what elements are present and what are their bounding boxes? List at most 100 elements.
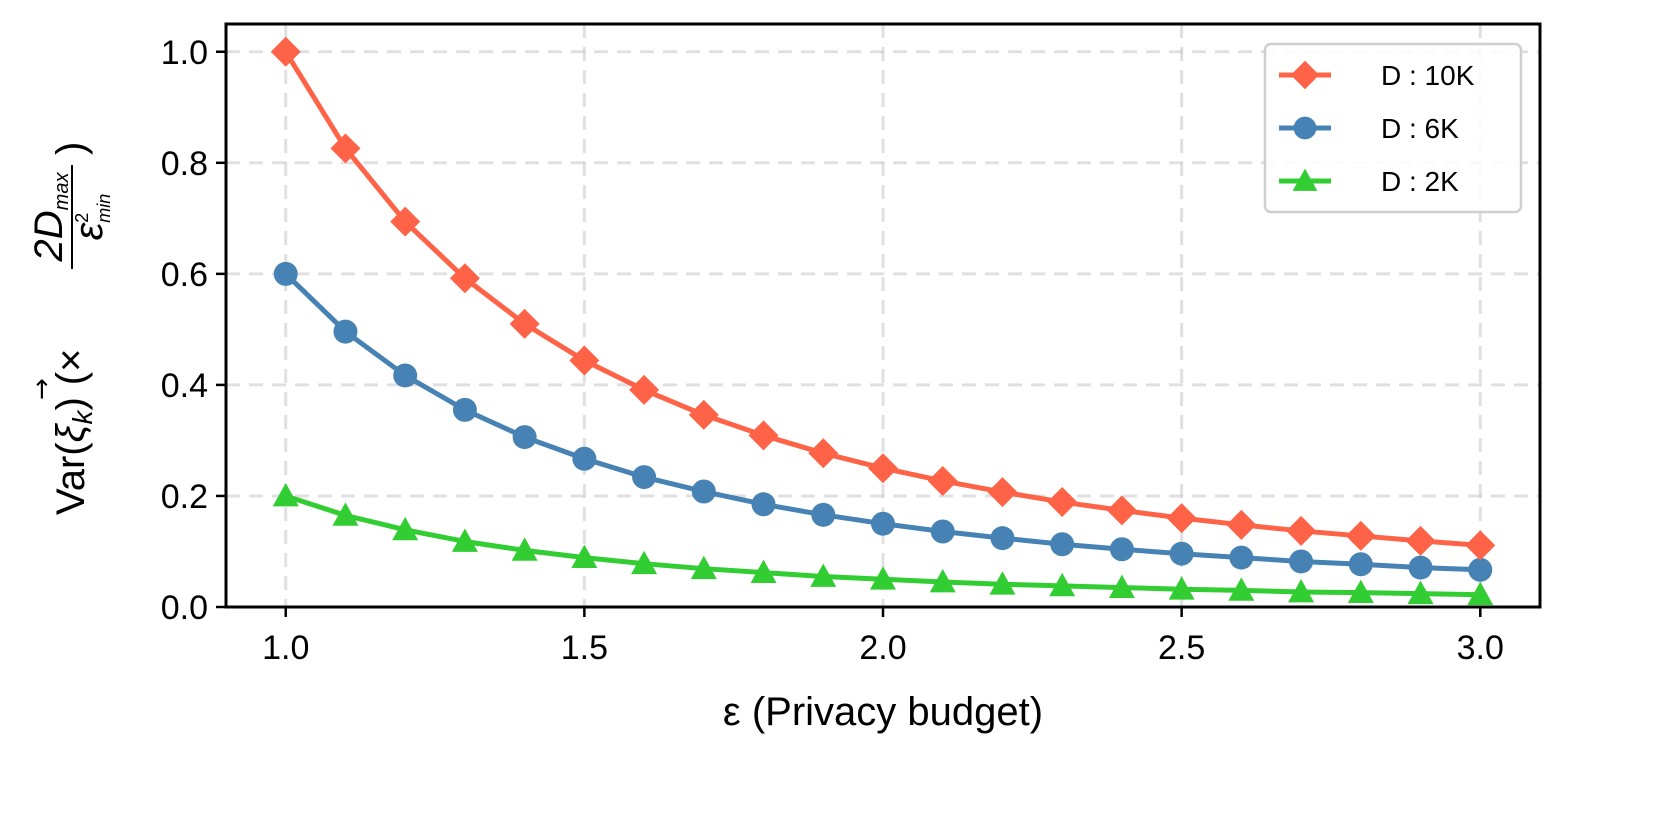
data-point-triangle — [1108, 574, 1135, 598]
data-point-triangle — [1228, 577, 1255, 601]
data-point-circle — [632, 465, 657, 490]
legend: D : 10K D : 6K D : 2K — [1263, 42, 1523, 214]
data-point-triangle — [631, 550, 658, 575]
data-point-diamond — [987, 477, 1018, 508]
data-point-diamond — [868, 453, 898, 484]
y-label-denom: ε — [67, 221, 111, 240]
legend-box — [1263, 42, 1523, 214]
data-point-circle — [333, 319, 358, 344]
legend-item: D : 10K — [1279, 60, 1475, 91]
svg-text:2Dmax: 2Dmax — [27, 172, 73, 263]
data-point-triangle — [1049, 572, 1076, 597]
data-point-circle — [751, 492, 776, 517]
data-point-diamond — [449, 263, 480, 294]
data-point-circle — [1293, 116, 1317, 140]
data-point-diamond — [1047, 487, 1078, 518]
series-diamond — [270, 36, 1496, 561]
data-point-diamond — [509, 308, 540, 339]
data-point-circle — [1468, 557, 1493, 582]
y-label-sub-k: k — [67, 409, 98, 425]
data-point-triangle — [810, 563, 837, 587]
data-point-triangle — [1467, 581, 1494, 606]
y-label-denom-sub: min — [94, 194, 114, 223]
series-layer — [270, 36, 1496, 606]
y-label-rparen: ) — [49, 142, 93, 155]
x-tick-label: 1.5 — [561, 629, 608, 667]
data-point-circle — [691, 479, 716, 504]
y-label-times: (× — [49, 349, 93, 386]
legend-item: D : 2K — [1279, 166, 1459, 197]
data-point-circle — [1109, 537, 1134, 562]
data-point-triangle — [1288, 579, 1315, 603]
data-point-circle — [930, 519, 955, 544]
data-point-diamond — [629, 374, 660, 405]
y-tick-label: 1.0 — [161, 34, 208, 72]
y-label-var: Var( — [49, 442, 93, 515]
data-point-circle — [871, 511, 895, 536]
y-tick-label: 0.2 — [161, 478, 208, 516]
data-point-triangle — [1407, 580, 1434, 605]
svg-text:Var(ξk)(×: Var(ξk) (× — [49, 349, 98, 516]
x-tick-label: 2.0 — [859, 629, 906, 667]
data-point-triangle — [690, 555, 717, 580]
data-point-diamond — [1345, 520, 1376, 551]
data-point-circle — [1050, 532, 1075, 557]
data-point-diamond — [330, 133, 361, 164]
x-tick-label: 2.5 — [1158, 629, 1205, 667]
data-point-triangle — [272, 482, 299, 507]
data-point-triangle — [451, 528, 478, 552]
y-axis-label: Var(ξk) (× → 2Dmax ε2 min ) — [27, 142, 114, 515]
x-tick-label: 3.0 — [1457, 629, 1504, 667]
data-point-triangle — [392, 516, 419, 541]
data-point-diamond — [1286, 515, 1317, 546]
data-point-circle — [811, 502, 836, 527]
ticks: 1.0 1.5 2.0 2.5 3.0 0.0 0.2 0.4 0.6 0.8 1.0 — [161, 34, 1504, 667]
y-label-denom-sup: 2 — [72, 213, 92, 223]
x-axis-label: ε (Privacy budget) — [723, 690, 1043, 734]
data-point-triangle — [929, 569, 956, 593]
series-circle — [273, 261, 1493, 582]
data-point-circle — [393, 363, 418, 388]
x-tick-label: 1.0 — [262, 629, 309, 667]
data-point-triangle — [511, 537, 538, 561]
data-point-diamond — [1166, 503, 1197, 534]
y-tick-label: 0.4 — [161, 367, 208, 405]
y-tick-label: 0.6 — [161, 256, 208, 294]
data-point-circle — [1348, 552, 1373, 577]
data-point-circle — [1229, 545, 1254, 570]
legend-label: D : 2K — [1381, 166, 1459, 197]
data-point-diamond — [1465, 530, 1496, 561]
data-point-circle — [990, 526, 1015, 551]
data-point-triangle — [750, 559, 777, 583]
y-tick-label: 0.0 — [161, 589, 208, 627]
data-point-diamond — [1106, 495, 1137, 526]
y-label-numer-sub: max — [51, 172, 73, 211]
data-point-diamond — [1226, 509, 1257, 540]
y-label-numer: 2D — [27, 210, 71, 262]
legend-item: D : 6K — [1279, 113, 1459, 144]
data-point-diamond — [748, 420, 779, 451]
data-point-diamond — [927, 465, 958, 496]
data-point-diamond — [1290, 60, 1320, 90]
y-label-fraction: 2Dmax ε2 min — [27, 165, 114, 269]
y-label-vector-arrow: → — [27, 378, 57, 400]
data-point-circle — [512, 425, 537, 450]
data-point-circle — [452, 397, 477, 422]
legend-label: D : 10K — [1381, 60, 1475, 91]
data-point-triangle — [989, 571, 1016, 595]
legend-label: D : 6K — [1381, 113, 1459, 144]
data-point-diamond — [1405, 525, 1436, 556]
series-triangle — [272, 482, 1494, 606]
data-point-diamond — [808, 438, 839, 469]
y-label-close: ) — [49, 397, 93, 410]
y-label-xi: ξ — [49, 422, 93, 442]
data-point-triangle — [1347, 579, 1374, 603]
data-point-circle — [273, 261, 298, 286]
data-point-diamond — [569, 345, 600, 376]
data-point-circle — [1169, 541, 1194, 566]
data-point-diamond — [390, 206, 421, 237]
data-point-triangle — [1292, 168, 1318, 191]
data-point-circle — [572, 446, 597, 471]
